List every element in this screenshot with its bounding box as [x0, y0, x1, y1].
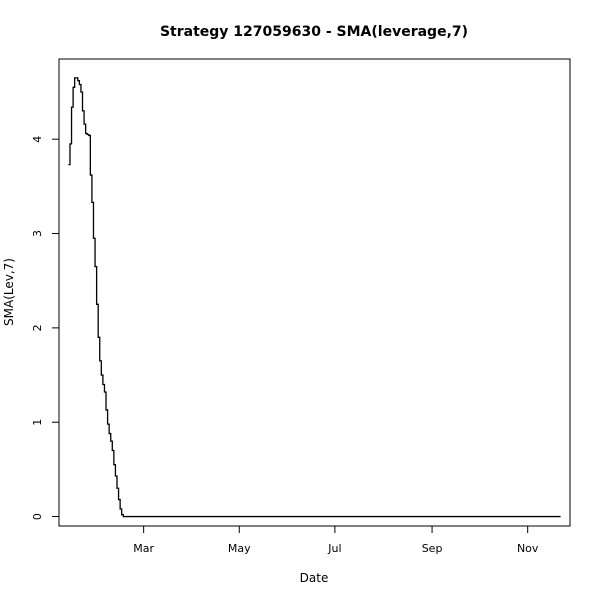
plot-box	[58, 58, 571, 527]
y-tick-label: 1	[31, 419, 44, 426]
series-layer	[68, 77, 561, 518]
x-axis: Mar May Jul Sep Nov	[133, 525, 539, 555]
x-tick-label: Mar	[133, 542, 154, 555]
y-tick-label: 2	[31, 324, 44, 331]
series-line-0	[68, 77, 561, 518]
x-axis-label: Date	[300, 571, 329, 585]
y-tick-label: 3	[31, 230, 44, 237]
x-tick-label: Jul	[327, 542, 341, 555]
y-axis-label: SMA(Lev,7)	[2, 258, 16, 326]
y-tick-label: 0	[31, 513, 44, 520]
y-tick-label: 4	[31, 136, 44, 143]
chart-title: Strategy 127059630 - SMA(leverage,7)	[160, 24, 468, 40]
x-tick-label: May	[228, 542, 251, 555]
x-tick-label: Nov	[517, 542, 539, 555]
x-tick-label: Sep	[422, 542, 443, 555]
y-axis: 0 1 2 3 4	[31, 136, 60, 520]
